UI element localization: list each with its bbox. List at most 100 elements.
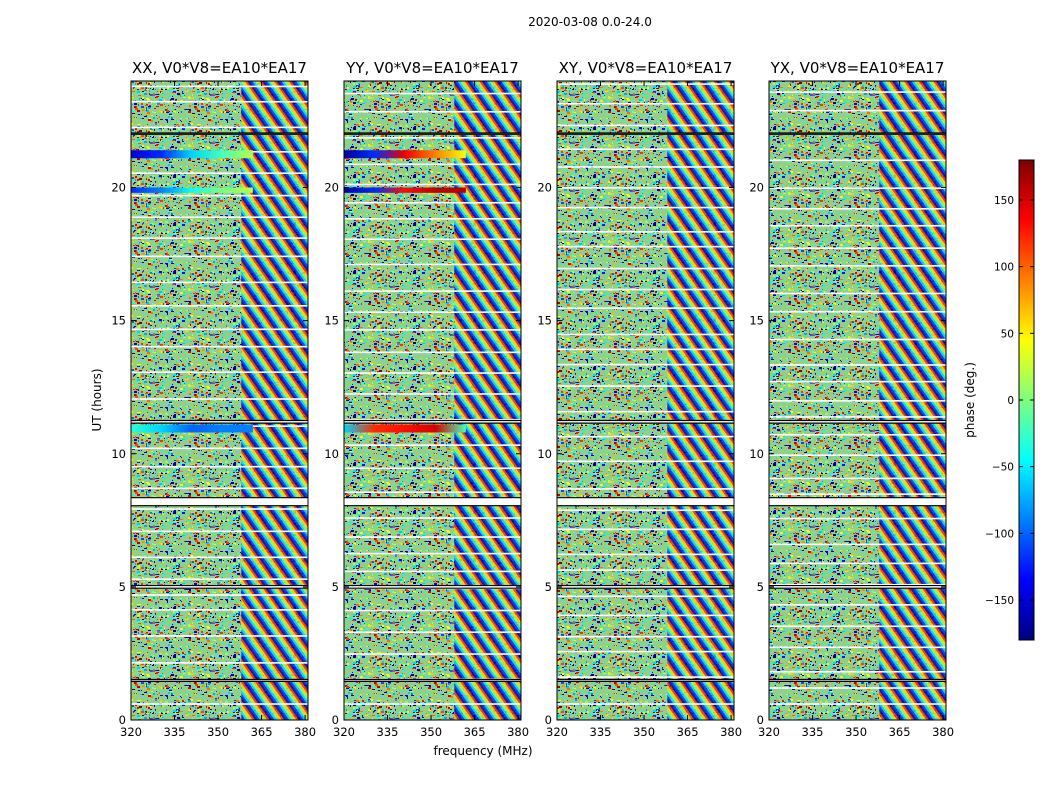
scan-gap	[769, 477, 946, 480]
flagged-range	[344, 420, 521, 424]
colorbar-label: phase (deg.)	[963, 362, 977, 438]
scan-gap	[131, 398, 308, 400]
y-tick-label: 0	[545, 713, 552, 727]
scan-gap	[557, 385, 734, 387]
scan-gap	[131, 126, 308, 129]
flagged-range	[557, 679, 734, 682]
scan-gap	[769, 687, 946, 689]
scan-gap	[131, 237, 308, 239]
y-tick-label: 10	[111, 447, 126, 461]
x-tick-label: 380	[720, 725, 742, 739]
scan-gap	[769, 224, 946, 227]
scan-gap	[769, 338, 946, 341]
coherent-phase-band	[131, 150, 253, 159]
scan-gap	[557, 148, 734, 151]
scan-gap	[131, 703, 308, 705]
scan-gap	[769, 493, 946, 495]
scan-gap	[131, 662, 308, 664]
scan-gap	[769, 454, 946, 456]
colorbar-tick-label: 0	[1007, 395, 1014, 407]
x-tick-label: 350	[420, 725, 442, 739]
scan-gap	[131, 371, 308, 374]
y-tick-label: 20	[749, 181, 764, 195]
scan-gap	[769, 562, 946, 565]
scan-gap	[131, 216, 308, 219]
scan-gap	[557, 528, 734, 531]
scan-gap	[131, 172, 308, 175]
scan-gap	[769, 434, 946, 436]
scan-gap	[769, 247, 946, 250]
scan-gap	[557, 703, 734, 705]
coherent-phase-band	[131, 424, 253, 433]
x-tick-label: 320	[758, 725, 780, 739]
flagged-range	[769, 679, 946, 682]
scan-gap	[131, 508, 308, 510]
panel-title: XX, V0*V8=EA10*EA17	[132, 59, 307, 77]
x-tick-label: 335	[164, 725, 186, 739]
y-tick-label: 0	[757, 713, 764, 727]
scan-gap	[769, 670, 946, 673]
scan-gap	[344, 329, 521, 331]
scan-gap	[344, 491, 521, 494]
scan-gap	[769, 364, 946, 366]
x-tick-label: 335	[590, 725, 612, 739]
phase-fringe-field	[241, 81, 308, 720]
scan-gap	[557, 569, 734, 571]
flagged-range	[769, 420, 946, 424]
scan-gap	[344, 137, 521, 139]
scan-gap	[131, 556, 308, 559]
flagged-range	[131, 497, 308, 506]
y-tick-label: 20	[537, 181, 552, 195]
scan-gap	[557, 348, 734, 351]
scan-gap	[769, 109, 946, 112]
panel-xx: XX, V0*V8=EA10*EA17 320 335 350 365 380 0 5 10 15…	[111, 59, 316, 739]
x-tick-label: 365	[464, 725, 486, 739]
scan-gap	[557, 288, 734, 291]
coherent-phase-band	[344, 424, 466, 433]
scan-gap	[557, 166, 734, 168]
scan-gap	[769, 310, 946, 313]
scan-gap	[344, 92, 521, 95]
x-tick-label: 380	[932, 725, 954, 739]
flagged-range	[344, 585, 521, 589]
scan-gap	[344, 703, 521, 705]
scan-gap	[344, 393, 521, 395]
phase-fringe-field	[667, 81, 734, 720]
scan-gap	[769, 208, 946, 210]
flagged-range	[344, 497, 521, 506]
coherent-phase-band	[344, 187, 466, 193]
scan-gap	[131, 578, 308, 580]
scan-gap	[131, 465, 308, 468]
colorbar-tick-label: −100	[985, 528, 1014, 540]
panels: XX, V0*V8=EA10*EA17 320 335 350 365 380 0 5 10 15…	[111, 59, 954, 739]
x-tick-label: 365	[677, 725, 699, 739]
axes-frame	[556, 80, 735, 721]
colorbar-tick-label: 150	[994, 195, 1014, 207]
scan-gap	[769, 604, 946, 606]
y-tick-label: 15	[111, 314, 126, 328]
scan-gap	[344, 631, 521, 634]
scan-gap	[344, 351, 521, 354]
scan-gap	[769, 583, 946, 586]
flagged-range	[557, 420, 734, 424]
scan-gap	[131, 255, 308, 258]
scan-gap	[769, 292, 946, 295]
colorbar-tick-label: −150	[985, 595, 1014, 607]
flagged-range	[769, 497, 946, 506]
scan-gap	[344, 653, 521, 655]
x-tick-label: 380	[507, 725, 529, 739]
scan-gap	[344, 311, 521, 313]
scan-gap	[557, 595, 734, 598]
y-tick-label: 20	[111, 181, 126, 195]
scan-gap	[557, 267, 734, 270]
x-tick-label: 350	[845, 725, 867, 739]
axes-frame	[768, 80, 947, 721]
scan-gap	[131, 447, 308, 450]
scan-gap	[557, 333, 734, 336]
scan-gap	[131, 594, 308, 596]
y-tick-label: 15	[324, 314, 339, 328]
scan-gap	[131, 281, 308, 284]
x-tick-label: 320	[546, 725, 568, 739]
y-axis-label: UT (hours)	[90, 368, 104, 431]
